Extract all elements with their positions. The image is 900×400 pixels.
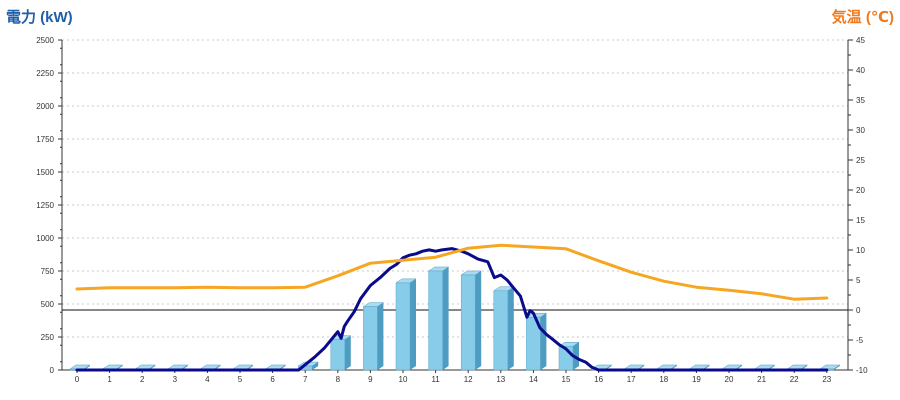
- left-tick-label: 1750: [36, 135, 54, 144]
- right-tick-label: -5: [856, 336, 864, 345]
- left-axis-title: 電力 (kW): [6, 9, 73, 26]
- x-tick-label: 2: [140, 375, 145, 384]
- x-tick-label: 18: [659, 375, 668, 384]
- x-tick-label: 0: [75, 375, 80, 384]
- bar: [363, 306, 378, 371]
- bar-side: [540, 313, 547, 370]
- x-tick-label: 7: [303, 375, 308, 384]
- power-line: [75, 247, 829, 372]
- bar-side: [344, 335, 351, 370]
- bar: [330, 339, 346, 371]
- x-tick-label: 14: [529, 375, 538, 384]
- right-tick-label: 15: [856, 216, 865, 225]
- bar: [460, 274, 476, 371]
- bar-side: [507, 286, 514, 370]
- bar: [395, 282, 411, 371]
- bar-side: [377, 302, 384, 370]
- left-tick-label: 750: [41, 267, 55, 276]
- bar-side: [410, 278, 416, 370]
- bar-side: [312, 362, 319, 370]
- x-tick-label: 16: [594, 375, 603, 384]
- x-tick-label: 1: [107, 375, 112, 384]
- x-tick-label: 3: [173, 375, 178, 384]
- right-tick-label: 35: [856, 96, 865, 105]
- left-tick-label: 2250: [36, 69, 54, 78]
- left-tick-label: 1500: [36, 168, 54, 177]
- x-tick-label: 8: [336, 375, 341, 384]
- right-tick-label: 25: [856, 156, 865, 165]
- bar: [428, 270, 443, 371]
- right-axis-title: 気温 (℃): [831, 9, 894, 26]
- right-tick-label: -10: [856, 366, 868, 375]
- x-tick-label: 5: [238, 375, 243, 384]
- left-tick-label: 0: [50, 366, 55, 375]
- left-tick-label: 500: [41, 300, 55, 309]
- x-tick-label: 20: [725, 375, 734, 384]
- left-tick-label: 1000: [36, 234, 54, 243]
- bar-side: [475, 270, 482, 370]
- bar-side: [833, 365, 840, 370]
- left-tick-label: 2500: [36, 36, 54, 45]
- left-tick-label: 1250: [36, 201, 54, 210]
- x-tick-label: 9: [368, 375, 373, 384]
- x-tick-label: 17: [627, 375, 636, 384]
- right-tick-label: 10: [856, 246, 865, 255]
- right-tick-label: 30: [856, 126, 865, 135]
- bar-side: [442, 267, 449, 370]
- right-tick-label: 40: [856, 66, 865, 75]
- x-tick-label: 21: [757, 375, 766, 384]
- x-tick-label: 15: [562, 375, 571, 384]
- x-tick-label: 19: [692, 375, 701, 384]
- x-tick-label: 6: [270, 375, 275, 384]
- x-tick-label: 13: [496, 375, 505, 384]
- x-tick-label: 22: [790, 375, 799, 384]
- temperature-line: [75, 243, 829, 301]
- right-tick-label: 45: [856, 36, 865, 45]
- x-tick-label: 12: [464, 375, 473, 384]
- right-tick-label: 5: [856, 276, 861, 285]
- left-tick-label: 250: [41, 333, 55, 342]
- bar: [526, 316, 541, 371]
- bar: [493, 290, 509, 371]
- x-tick-label: 11: [431, 375, 440, 384]
- x-tick-label: 10: [399, 375, 408, 384]
- right-tick-label: 20: [856, 186, 865, 195]
- x-tick-label: 4: [205, 375, 210, 384]
- right-tick-label: 0: [856, 306, 861, 315]
- left-tick-label: 2000: [36, 102, 54, 111]
- x-tick-label: 23: [822, 375, 831, 384]
